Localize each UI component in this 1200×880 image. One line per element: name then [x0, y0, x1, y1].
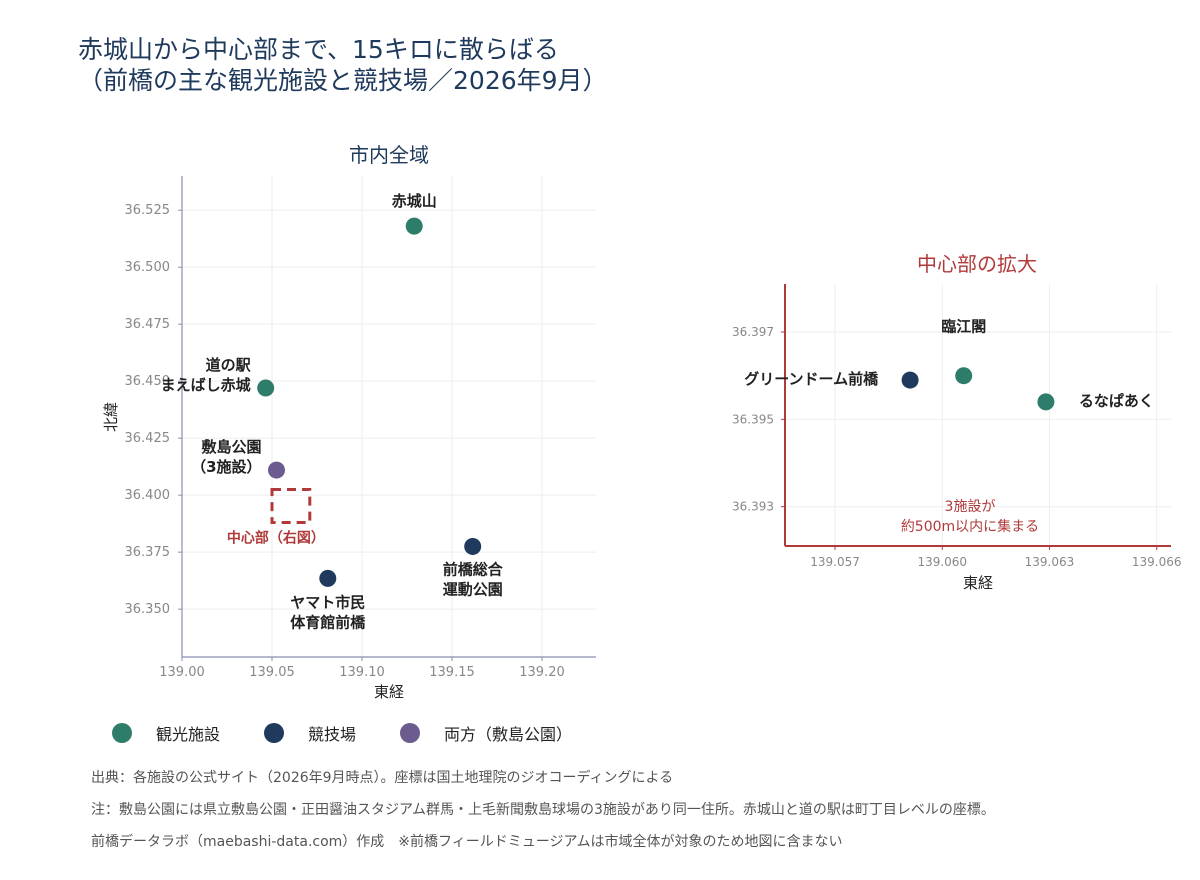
point-label-line: 体育館前橋 — [290, 613, 366, 631]
point-label-line: （3施設） — [191, 458, 261, 476]
x-tick-label: 139.15 — [429, 665, 475, 680]
x-tick-label: 139.063 — [1025, 555, 1075, 569]
credit-note: 前橋データラボ（maebashi-data.com）作成 ※前橋フィールドミュー… — [91, 834, 843, 850]
point-label: 敷島公園 （3施設） — [191, 438, 261, 476]
x-tick-label: 139.057 — [810, 555, 860, 569]
point-label: 道の駅まえばし赤城 — [161, 356, 252, 394]
inset-indicator-label: 中心部（右図） — [227, 530, 325, 547]
data-point — [268, 461, 285, 479]
x-tick-label: 139.060 — [917, 555, 967, 569]
data-point — [955, 367, 973, 385]
cluster-annotation-line: 3施設が — [945, 499, 996, 515]
x-tick-label: 139.00 — [159, 665, 205, 680]
point-label: グリーンドーム前橋 — [744, 370, 879, 388]
point-label-line: まえばし赤城 — [161, 376, 251, 394]
legend-label-kanko: 観光施設 — [156, 725, 221, 744]
legend-label-kyogi: 競技場 — [308, 725, 357, 744]
point-label: 赤城山 — [392, 192, 437, 210]
point-label: るなぱあく — [1079, 392, 1154, 410]
point-label: ヤマト市民体育館前橋 — [290, 593, 366, 631]
x-axis-label: 東経 — [963, 574, 993, 592]
y-tick-label: 36.350 — [125, 602, 171, 617]
x-tick-label: 139.066 — [1132, 555, 1182, 569]
x-axis-label: 東経 — [374, 683, 404, 701]
panel-title: 市内全域 — [349, 143, 429, 167]
y-tick-label: 36.525 — [125, 203, 171, 218]
point-label: 臨江閣 — [941, 318, 986, 336]
point-label-line: 敷島公園 — [201, 438, 261, 456]
data-point — [319, 569, 337, 587]
legend: 観光施設 競技場 両方（敷島公園） — [112, 721, 616, 745]
y-tick-label: 36.393 — [732, 500, 774, 514]
chart-title: 赤城山から中心部まで、15キロに散らばる （前橋の主な観光施設と競技場／2026… — [78, 35, 608, 95]
y-tick-label: 36.397 — [732, 325, 774, 339]
y-tick-label: 36.395 — [732, 412, 774, 426]
x-tick-label: 139.10 — [339, 665, 385, 680]
x-tick-label: 139.05 — [249, 665, 295, 680]
data-point — [901, 371, 919, 389]
legend-item-ryoho: 両方（敷島公園） — [400, 721, 572, 745]
point-label-line: 前橋総合 — [443, 560, 504, 578]
legend-marker-ryoho — [400, 723, 421, 743]
y-tick-label: 36.500 — [125, 260, 171, 275]
data-point — [257, 379, 275, 397]
legend-item-kyogi: 競技場 — [264, 721, 356, 745]
legend-marker-kanko — [112, 723, 132, 743]
point-label-line: 運動公園 — [443, 580, 503, 598]
y-tick-label: 36.425 — [125, 431, 171, 446]
source-note: 出典：各施設の公式サイト（2026年9月時点）。座標は国土地理院のジオコーディン… — [91, 770, 674, 786]
cluster-annotation: 3施設が約500m以内に集まる — [901, 499, 1039, 535]
y-tick-label: 36.375 — [125, 545, 171, 560]
legend-item-kanko: 観光施設 — [112, 721, 220, 745]
data-point — [1037, 393, 1055, 411]
point-label: 前橋総合運動公園 — [443, 560, 504, 598]
cluster-annotation-line: 約500m以内に集まる — [901, 518, 1039, 535]
panel-title: 中心部の拡大 — [917, 252, 1037, 276]
x-tick-label: 139.20 — [519, 665, 565, 680]
legend-label-ryoho: 両方（敷島公園） — [444, 725, 573, 744]
legend-marker-kyogi — [264, 723, 285, 743]
data-point — [464, 537, 482, 555]
y-tick-label: 36.450 — [125, 374, 171, 389]
y-tick-label: 36.475 — [125, 317, 171, 332]
inset-indicator-box — [270, 487, 312, 525]
explanatory-note: 注：敷島公園には県立敷島公園・正田醤油スタジアム群馬・上毛新聞敷島球場の3施設が… — [91, 802, 995, 818]
footnotes: 出典：各施設の公式サイト（2026年9月時点）。座標は国土地理院のジオコーディン… — [91, 768, 995, 864]
point-label-line: 道の駅 — [206, 356, 252, 374]
y-axis-label: 北緯 — [102, 402, 120, 432]
y-tick-label: 36.400 — [125, 488, 171, 503]
point-label-line: ヤマト市民 — [290, 593, 365, 611]
data-point — [405, 217, 423, 235]
